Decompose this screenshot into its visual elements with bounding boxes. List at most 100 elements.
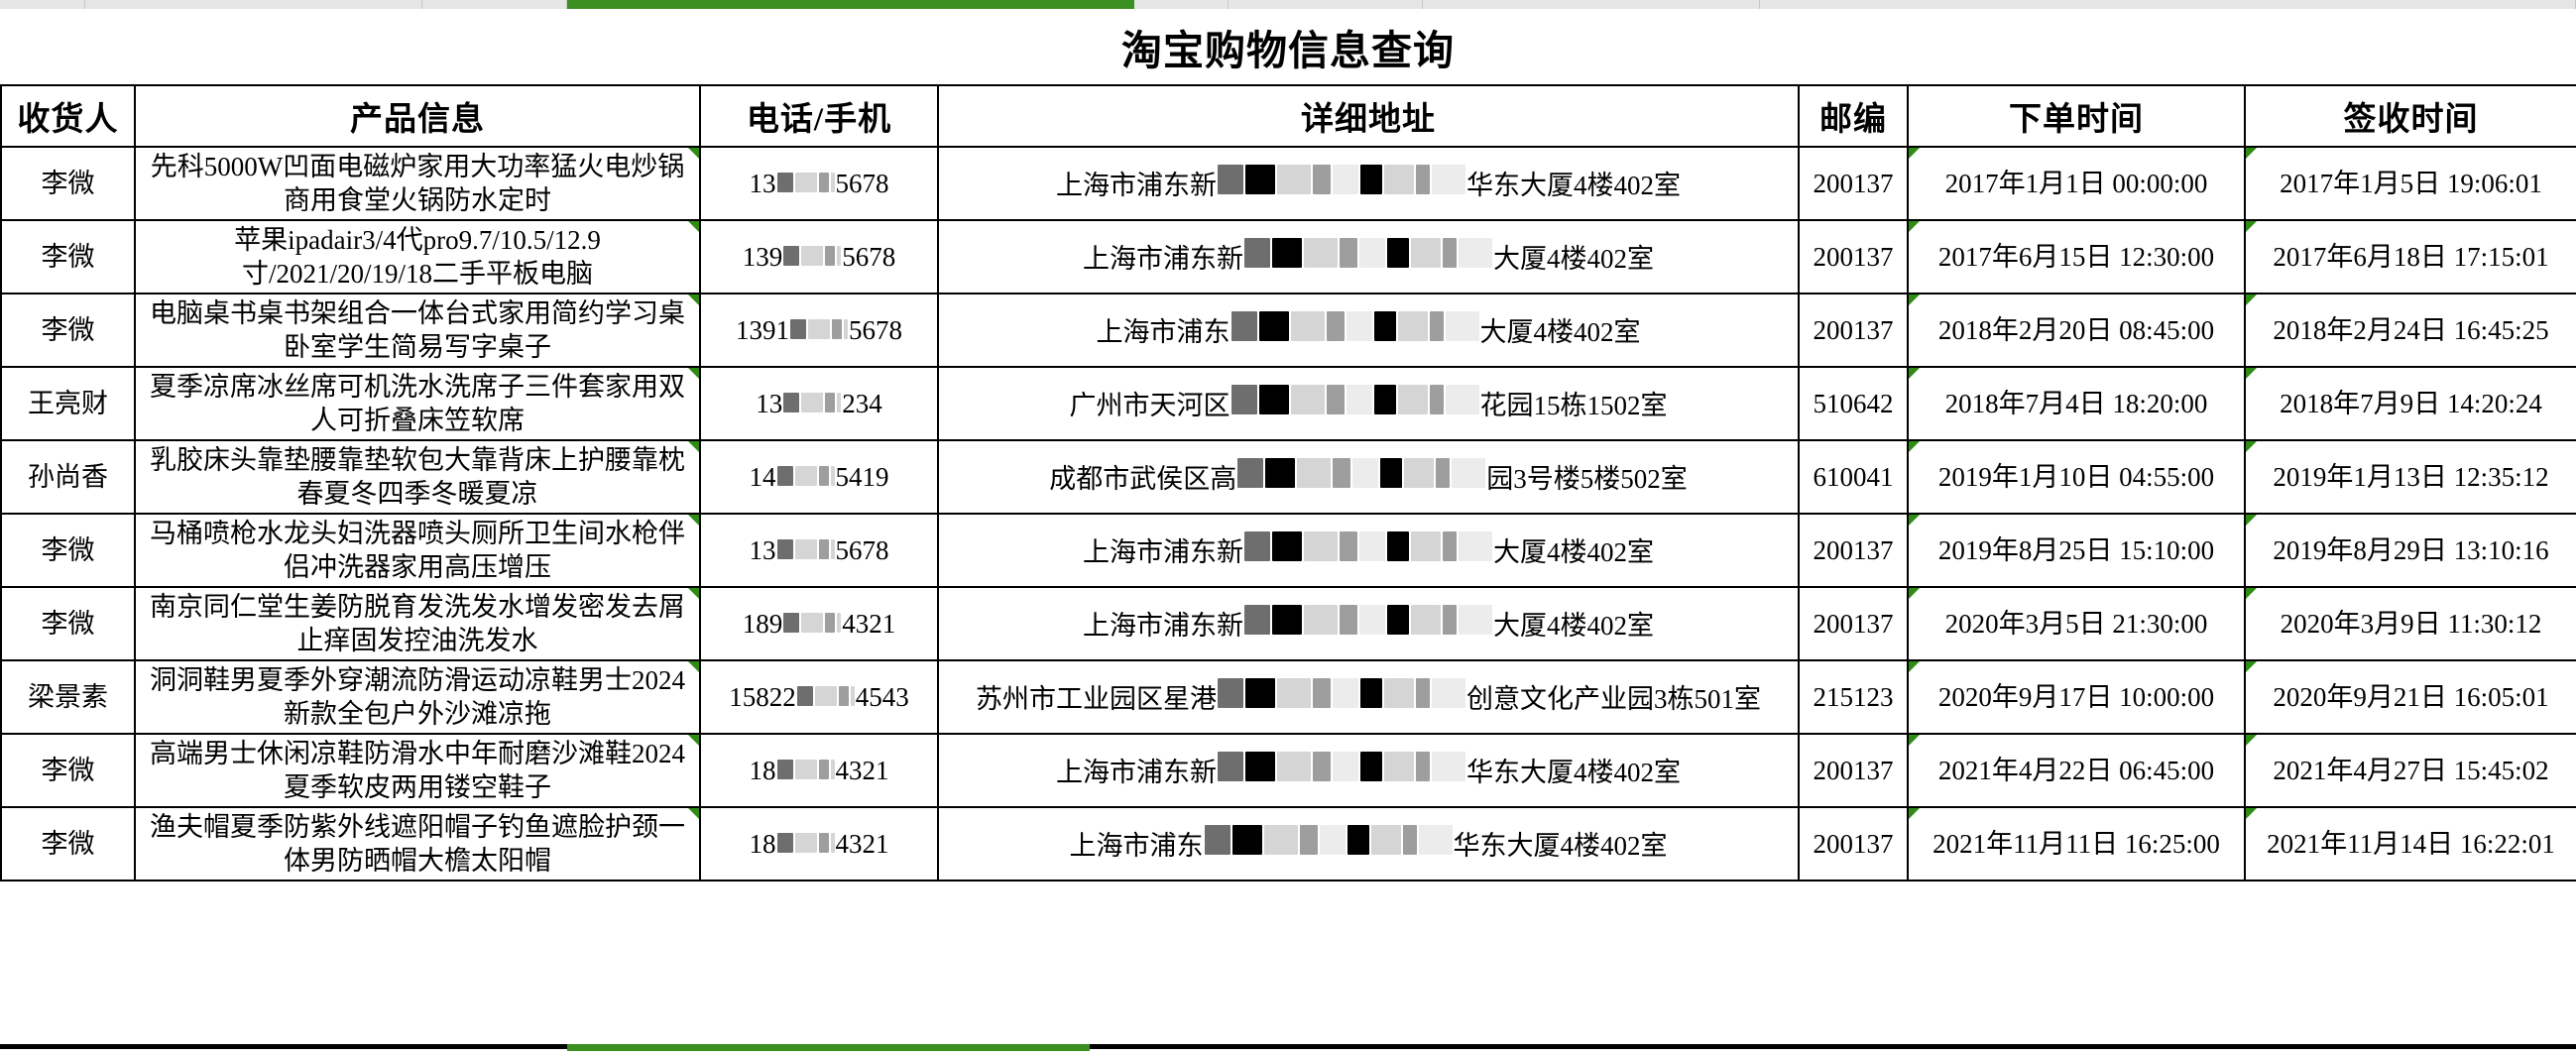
cell-phone[interactable]: 189 4321: [699, 586, 939, 662]
cell-order-time[interactable]: 2021年4月22日 06:45:00: [1907, 733, 2246, 809]
table-row[interactable]: 李微 马桶喷枪水龙头妇洗器喷头厕所卫生间水枪伴侣冲洗器家用高压增压 13 5678 上海…: [0, 513, 2576, 589]
cell-phone[interactable]: 18 4321: [699, 733, 939, 809]
column-strip-segment[interactable]: [1229, 0, 1423, 9]
column-header-order-time[interactable]: 下单时间: [1907, 84, 2246, 148]
cell-product-info[interactable]: 夏季凉席冰丝席可机洗水洗席子三件套家用双人可折叠床笠软席: [134, 366, 701, 442]
cell-receiver-name[interactable]: 李微: [0, 806, 136, 882]
column-strip-segment[interactable]: [422, 1044, 567, 1049]
cell-order-time[interactable]: 2021年11月11日 16:25:00: [1907, 806, 2246, 882]
cell-sign-time[interactable]: 2020年9月21日 16:05:01: [2244, 659, 2576, 736]
cell-product-info[interactable]: 电脑桌书桌书架组合一体台式家用简约学习桌卧室学生简易写字桌子: [134, 293, 701, 369]
cell-zip-code[interactable]: 215123: [1798, 659, 1909, 736]
column-strip-segment[interactable]: [567, 0, 1134, 9]
cell-receiver-name[interactable]: 梁景素: [0, 659, 136, 736]
cell-product-info[interactable]: 马桶喷枪水龙头妇洗器喷头厕所卫生间水枪伴侣冲洗器家用高压增压: [134, 513, 701, 589]
cell-sign-time[interactable]: 2020年3月9日 11:30:12: [2244, 586, 2576, 662]
table-row[interactable]: 王亮财 夏季凉席冰丝席可机洗水洗席子三件套家用双人可折叠床笠软席 13 234 广州市天…: [0, 366, 2576, 442]
cell-sign-time[interactable]: 2017年6月18日 17:15:01: [2244, 219, 2576, 295]
column-header-product[interactable]: 产品信息: [134, 84, 701, 148]
cell-phone[interactable]: 139 5678: [699, 219, 939, 295]
column-header-address[interactable]: 详细地址: [937, 84, 1800, 148]
cell-address[interactable]: 上海市浦东新 华东大厦4楼402室: [937, 733, 1800, 809]
cell-address[interactable]: 成都市武侯区高 园3号楼5楼502室: [937, 439, 1800, 516]
cell-zip-code[interactable]: 200137: [1798, 586, 1909, 662]
column-strip-segment[interactable]: [0, 0, 85, 9]
cell-product-info[interactable]: 洞洞鞋男夏季外穿潮流防滑运动凉鞋男士2024新款全包户外沙滩凉拖: [134, 659, 701, 736]
table-row[interactable]: 李微 先科5000W凹面电磁炉家用大功率猛火电炒锅商用食堂火锅防水定时 13 5678…: [0, 145, 2576, 222]
column-strip-segment[interactable]: [85, 1044, 422, 1049]
cell-sign-time[interactable]: 2021年11月14日 16:22:01: [2244, 806, 2576, 882]
column-strip-segment[interactable]: [1134, 0, 1229, 9]
cell-product-info[interactable]: 先科5000W凹面电磁炉家用大功率猛火电炒锅商用食堂火锅防水定时: [134, 145, 701, 222]
cell-receiver-name[interactable]: 王亮财: [0, 366, 136, 442]
table-row[interactable]: 李微 高端男士休闲凉鞋防滑水中年耐磨沙滩鞋2024夏季软皮两用镂空鞋子 18 4321…: [0, 733, 2576, 809]
cell-order-time[interactable]: 2019年1月10日 04:55:00: [1907, 439, 2246, 516]
cell-address[interactable]: 上海市浦东新 大厦4楼402室: [937, 513, 1800, 589]
cell-zip-code[interactable]: 510642: [1798, 366, 1909, 442]
cell-receiver-name[interactable]: 李微: [0, 219, 136, 295]
cell-phone[interactable]: 14 5419: [699, 439, 939, 516]
top-column-strip[interactable]: [0, 0, 2576, 9]
cell-product-info[interactable]: 南京同仁堂生姜防脱育发洗发水增发密发去屑止痒固发控油洗发水: [134, 586, 701, 662]
column-header-zip[interactable]: 邮编: [1798, 84, 1909, 148]
cell-address[interactable]: 上海市浦东 大厦4楼402室: [937, 293, 1800, 369]
cell-receiver-name[interactable]: 李微: [0, 733, 136, 809]
table-row[interactable]: 梁景素 洞洞鞋男夏季外穿潮流防滑运动凉鞋男士2024新款全包户外沙滩凉拖 15822…: [0, 659, 2576, 736]
bottom-column-strip[interactable]: [0, 1044, 2576, 1057]
cell-product-info[interactable]: 渔夫帽夏季防紫外线遮阳帽子钓鱼遮脸护颈一体男防晒帽大檐太阳帽: [134, 806, 701, 882]
cell-receiver-name[interactable]: 李微: [0, 586, 136, 662]
cell-phone[interactable]: 13 234: [699, 366, 939, 442]
column-header-phone[interactable]: 电话/手机: [699, 84, 939, 148]
cell-phone[interactable]: 18 4321: [699, 806, 939, 882]
cell-receiver-name[interactable]: 李微: [0, 513, 136, 589]
cell-zip-code[interactable]: 610041: [1798, 439, 1909, 516]
cell-zip-code[interactable]: 200137: [1798, 513, 1909, 589]
table-row[interactable]: 李微 南京同仁堂生姜防脱育发洗发水增发密发去屑止痒固发控油洗发水 189 4321 上海…: [0, 586, 2576, 662]
cell-phone[interactable]: 13 5678: [699, 513, 939, 589]
cell-zip-code[interactable]: 200137: [1798, 145, 1909, 222]
cell-zip-code[interactable]: 200137: [1798, 219, 1909, 295]
cell-product-info[interactable]: 苹果ipadair3/4代pro9.7/10.5/12.9寸/2021/20/1…: [134, 219, 701, 295]
cell-address[interactable]: 上海市浦东新 大厦4楼402室: [937, 219, 1800, 295]
cell-order-time[interactable]: 2020年3月5日 21:30:00: [1907, 586, 2246, 662]
cell-receiver-name[interactable]: 李微: [0, 145, 136, 222]
cell-order-time[interactable]: 2017年1月1日 00:00:00: [1907, 145, 2246, 222]
cell-address[interactable]: 上海市浦东新 大厦4楼402室: [937, 586, 1800, 662]
cell-phone[interactable]: 1391 5678: [699, 293, 939, 369]
cell-receiver-name[interactable]: 孙尚香: [0, 439, 136, 516]
table-row[interactable]: 李微 渔夫帽夏季防紫外线遮阳帽子钓鱼遮脸护颈一体男防晒帽大檐太阳帽 18 4321 上海…: [0, 806, 2576, 882]
cell-order-time[interactable]: 2018年2月20日 08:45:00: [1907, 293, 2246, 369]
column-strip-segment[interactable]: [85, 0, 422, 9]
cell-sign-time[interactable]: 2018年7月9日 14:20:24: [2244, 366, 2576, 442]
column-strip-segment[interactable]: [1423, 0, 1760, 9]
cell-sign-time[interactable]: 2019年8月29日 13:10:16: [2244, 513, 2576, 589]
cell-sign-time[interactable]: 2018年2月24日 16:45:25: [2244, 293, 2576, 369]
cell-address[interactable]: 上海市浦东 华东大厦4楼402室: [937, 806, 1800, 882]
cell-order-time[interactable]: 2017年6月15日 12:30:00: [1907, 219, 2246, 295]
cell-phone[interactable]: 15822 4543: [699, 659, 939, 736]
column-strip-segment[interactable]: [0, 1044, 85, 1049]
column-header-sign-time[interactable]: 签收时间: [2244, 84, 2576, 148]
column-strip-segment[interactable]: [1090, 1044, 1164, 1049]
cell-address[interactable]: 苏州市工业园区星港 创意文化产业园3栋501室: [937, 659, 1800, 736]
cell-product-info[interactable]: 乳胶床头靠垫腰靠垫软包大靠背床上护腰靠枕春夏冬四季冬暖夏凉: [134, 439, 701, 516]
column-header-name[interactable]: 收货人: [0, 84, 136, 148]
table-row[interactable]: 李微 电脑桌书桌书架组合一体台式家用简约学习桌卧室学生简易写字桌子 1391 5678…: [0, 293, 2576, 369]
cell-address[interactable]: 广州市天河区 花园15栋1502室: [937, 366, 1800, 442]
cell-sign-time[interactable]: 2021年4月27日 15:45:02: [2244, 733, 2576, 809]
cell-receiver-name[interactable]: 李微: [0, 293, 136, 369]
cell-zip-code[interactable]: 200137: [1798, 733, 1909, 809]
column-strip-segment[interactable]: [422, 0, 567, 9]
column-strip-segment[interactable]: [567, 1044, 1090, 1051]
cell-order-time[interactable]: 2020年9月17日 10:00:00: [1907, 659, 2246, 736]
column-strip-segment[interactable]: [1696, 1044, 2576, 1049]
cell-address[interactable]: 上海市浦东新 华东大厦4楼402室: [937, 145, 1800, 222]
cell-zip-code[interactable]: 200137: [1798, 806, 1909, 882]
column-strip-segment[interactable]: [1760, 0, 2576, 9]
cell-product-info[interactable]: 高端男士休闲凉鞋防滑水中年耐磨沙滩鞋2024夏季软皮两用镂空鞋子: [134, 733, 701, 809]
cell-phone[interactable]: 13 5678: [699, 145, 939, 222]
cell-order-time[interactable]: 2018年7月4日 18:20:00: [1907, 366, 2246, 442]
cell-sign-time[interactable]: 2019年1月13日 12:35:12: [2244, 439, 2576, 516]
cell-zip-code[interactable]: 200137: [1798, 293, 1909, 369]
column-strip-segment[interactable]: [1358, 1044, 1696, 1049]
